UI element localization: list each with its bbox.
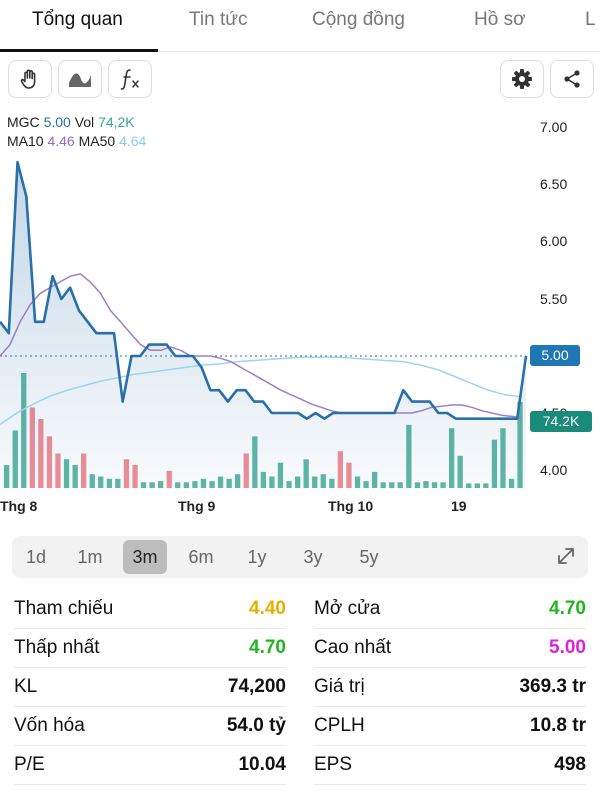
x-tick-label: 19 (451, 498, 467, 514)
settings-button[interactable] (500, 60, 544, 98)
x-tick-label: Thg 9 (178, 498, 216, 514)
range-1y[interactable]: 1y (247, 547, 267, 567)
stat-label: Tham chiếu (14, 598, 114, 619)
stat-value: 10.8 tr (530, 715, 586, 736)
y-tick-label: 5.50 (540, 291, 568, 307)
share-button[interactable] (550, 60, 594, 98)
stat-value: 10.04 (238, 754, 286, 775)
stat-high: Cao nhất 5.00 (314, 629, 586, 668)
last-volume-tag: 74.2K (530, 411, 592, 432)
y-tick-label: 4.00 (540, 462, 568, 478)
last-price-tag: 5.00 (530, 345, 580, 366)
stat-trade-value: Giá trị 369.3 tr (314, 668, 586, 707)
tab-community[interactable]: Cộng đồng (312, 9, 405, 30)
stat-label: Cao nhất (314, 637, 392, 658)
function-icon (117, 66, 143, 92)
chart-type-button[interactable] (58, 60, 102, 98)
range-3y[interactable]: 3y (303, 547, 323, 567)
stat-low: Thấp nhất 4.70 (14, 629, 286, 668)
legend-row-1: MGC 5.00 Vol 74,2K (7, 114, 135, 130)
range-6m[interactable]: 6m (188, 547, 214, 567)
stat-value: 4.70 (249, 637, 286, 658)
stat-value: 498 (554, 754, 586, 775)
range-3m[interactable]: 3m (123, 540, 167, 574)
stat-volume: KL 74,200 (14, 668, 286, 707)
price-area (0, 162, 526, 488)
stat-value: 369.3 tr (519, 676, 586, 697)
stat-value: 54.0 tỷ (226, 715, 286, 736)
legend-ma50-label: MA50 (78, 133, 116, 149)
stat-eps: EPS 498 (314, 746, 586, 785)
tab-profile[interactable]: Hồ sơ (474, 9, 526, 30)
stat-open: Mở cửa 4.70 (314, 590, 586, 629)
active-tab-indicator (0, 49, 158, 52)
stat-label: P/E (14, 754, 45, 775)
chart-canvas[interactable] (0, 104, 600, 524)
stat-value: 74,200 (227, 676, 286, 697)
legend-price: 5.00 (43, 114, 71, 130)
stat-pe: P/E 10.04 (14, 746, 286, 785)
stat-value: 5.00 (549, 637, 586, 658)
y-tick-label: 7.00 (540, 119, 568, 135)
price-chart[interactable] (0, 104, 600, 524)
stat-label: Thấp nhất (14, 637, 100, 658)
wave-icon (66, 67, 94, 91)
range-1m[interactable]: 1m (77, 547, 103, 567)
stat-label: KL (14, 676, 38, 697)
stat-shares: CPLH 10.8 tr (314, 707, 586, 746)
legend-ticker: MGC (7, 114, 40, 130)
legend-vol-label: Vol (74, 114, 95, 130)
share-icon (561, 68, 583, 90)
draw-hand-button[interactable] (8, 60, 52, 98)
tab-more[interactable]: L (585, 9, 596, 30)
stat-label: Giá trị (314, 676, 365, 697)
legend-vol-value: 74,2K (98, 114, 135, 130)
y-tick-label: 6.50 (540, 176, 568, 192)
y-tick-label: 6.00 (540, 233, 568, 249)
range-1d[interactable]: 1d (25, 547, 47, 567)
stat-label: Vốn hóa (14, 715, 85, 736)
ma50-line (0, 356, 523, 426)
legend-ma10-label: MA10 (7, 133, 44, 149)
tab-bar: Tổng quan Tin tức Cộng đồng Hồ sơ L (0, 0, 600, 52)
stat-label: EPS (314, 754, 353, 775)
expand-icon[interactable] (554, 544, 578, 568)
stat-label: Mở cửa (314, 598, 381, 619)
tab-news[interactable]: Tin tức (189, 9, 248, 30)
tab-overview[interactable]: Tổng quan (32, 9, 123, 30)
stat-value: 4.40 (249, 598, 286, 619)
range-selector: 1d 1m 3m 6m 1y 3y 5y (12, 536, 588, 578)
stat-reference: Tham chiếu 4.40 (14, 590, 286, 629)
legend-ma50-value: 4.64 (119, 133, 147, 149)
stat-label: CPLH (314, 715, 365, 736)
hand-icon (18, 67, 42, 91)
price-line (0, 160, 528, 421)
stat-market-cap: Vốn hóa 54.0 tỷ (14, 707, 286, 746)
x-tick-label: Thg 10 (328, 498, 374, 514)
indicator-button[interactable] (108, 60, 152, 98)
range-5y[interactable]: 5y (359, 547, 379, 567)
legend-ma10-value: 4.46 (47, 133, 75, 149)
stat-value: 4.70 (549, 598, 586, 619)
gear-icon (511, 68, 533, 90)
legend-row-2: MA10 4.46 MA50 4.64 (7, 133, 146, 149)
x-tick-label: Thg 8 (0, 498, 38, 514)
